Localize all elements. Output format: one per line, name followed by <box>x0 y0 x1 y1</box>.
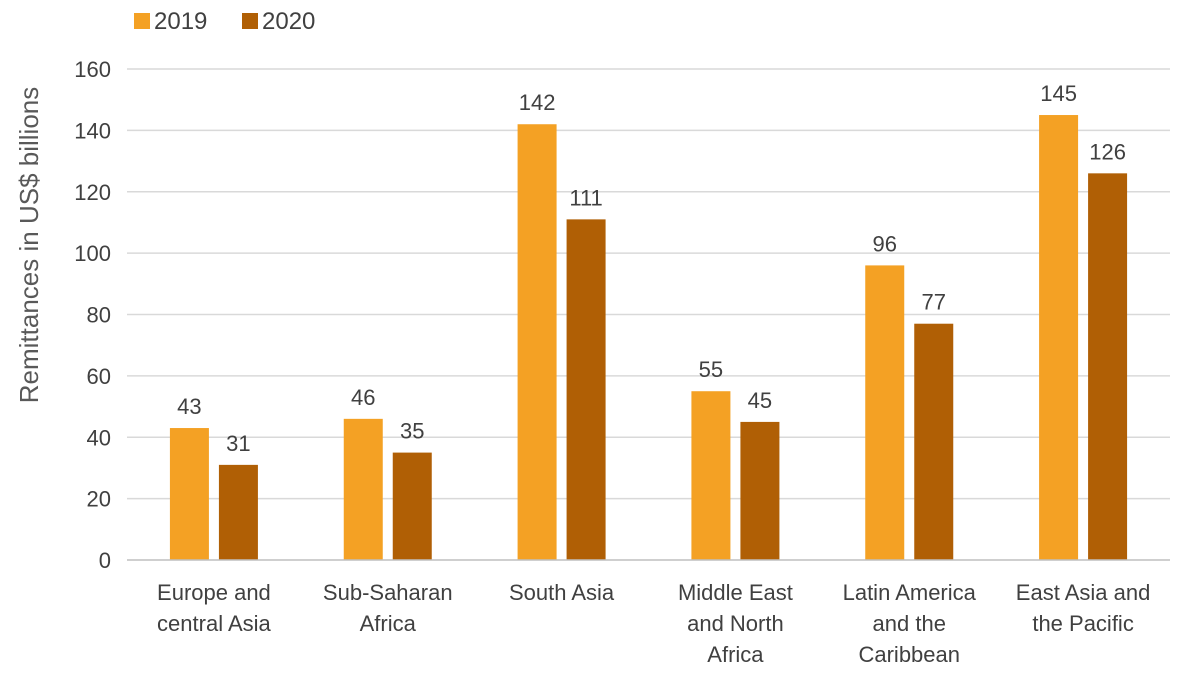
bar-2020 <box>1088 173 1128 560</box>
bar-2020 <box>218 464 258 560</box>
bar-2019 <box>343 418 383 560</box>
data-label: 77 <box>922 290 946 315</box>
y-tick-label: 80 <box>87 303 111 328</box>
bar-2020 <box>566 219 606 560</box>
data-label: 126 <box>1089 139 1126 164</box>
data-label: 31 <box>226 431 250 456</box>
bar-2020 <box>914 323 954 560</box>
data-label: 46 <box>351 385 375 410</box>
data-label: 145 <box>1040 81 1077 106</box>
data-labels: 43 31 46 35 142 111 55 45 96 77 145 126 <box>177 81 1126 456</box>
category-label: Sub-Saharan Africa <box>323 580 453 636</box>
bar-2019 <box>1039 115 1079 560</box>
bar-2019 <box>865 265 905 560</box>
y-axis-title: Remittances in US$ billions <box>14 87 44 403</box>
y-tick-label: 140 <box>74 118 111 143</box>
category-label: Middle East and North Africa <box>678 580 793 667</box>
data-label: 96 <box>873 231 897 256</box>
y-tick-label: 60 <box>87 364 111 389</box>
legend-label-2019: 2019 <box>154 8 207 35</box>
x-axis-categories: Europe and central Asia Sub-Saharan Africa S… <box>157 580 1150 667</box>
y-tick-label: 40 <box>87 425 111 450</box>
data-label: 142 <box>519 90 556 115</box>
data-label: 111 <box>569 185 602 210</box>
legend: 2019 2020 <box>134 8 315 35</box>
category-label: South Asia <box>509 580 615 605</box>
data-label: 43 <box>177 394 201 419</box>
y-tick-label: 0 <box>99 548 111 573</box>
y-tick-label: 160 <box>74 57 111 82</box>
bar-2019 <box>517 124 557 561</box>
bars <box>169 115 1128 561</box>
gridlines <box>127 68 1170 500</box>
bar-2020 <box>392 452 432 560</box>
category-label: East Asia and the Pacific <box>1016 580 1151 636</box>
bar-2019 <box>691 391 731 560</box>
y-axis-ticks: 0 20 40 60 80 100 120 140 160 <box>74 57 111 573</box>
data-label: 45 <box>748 388 772 413</box>
legend-swatch-2019 <box>134 13 150 29</box>
category-label: Europe and central Asia <box>157 580 272 636</box>
bar-2019 <box>169 428 209 560</box>
category-label: Latin America and the Caribbean <box>843 580 977 667</box>
legend-swatch-2020 <box>242 13 258 29</box>
bar-2020 <box>740 421 780 560</box>
y-tick-label: 120 <box>74 180 111 205</box>
data-label: 55 <box>699 357 723 382</box>
data-label: 35 <box>400 419 424 444</box>
y-tick-label: 100 <box>74 241 111 266</box>
legend-label-2020: 2020 <box>262 8 315 35</box>
y-tick-label: 20 <box>87 487 111 512</box>
